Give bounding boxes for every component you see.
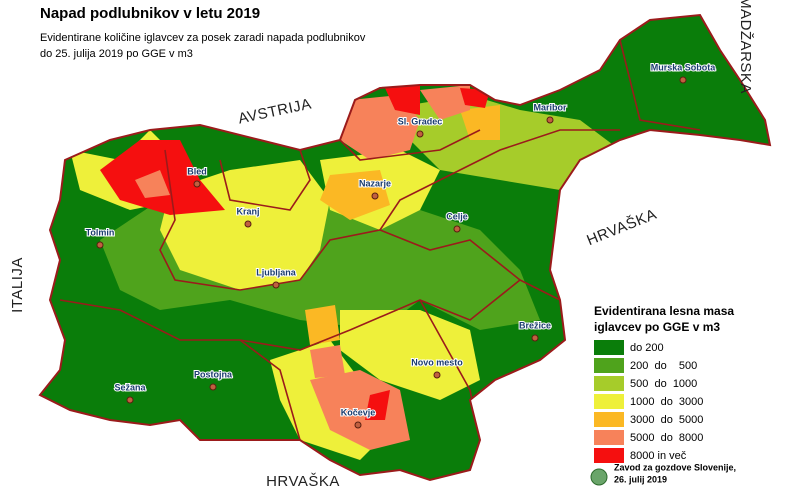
country-label: HRVAŠKA [266,473,340,490]
city-dot [193,180,201,188]
subtitle: do 25. julija 2019 po GGE v m3 [40,48,193,60]
country-label: ITALIJA [9,257,26,313]
country-label: MADŽARSKA [737,0,754,94]
credit: Zavod za gozdove Slovenije, [614,462,736,472]
legend-label: 500 do 1000 [630,378,697,390]
legend-swatch [594,448,624,463]
city-dot [354,421,362,429]
city-dot [126,396,134,404]
legend-label: 3000 do 5000 [630,414,703,426]
city-dot [244,220,252,228]
country-label: AVSTRIJA [237,95,313,127]
credit: 26. julij 2019 [614,474,667,484]
city-label: Sežana [114,382,146,392]
city-dot [453,225,461,233]
city-label: Nazarje [359,178,391,188]
legend-swatch [594,394,624,409]
subtitle: Evidentirane količine iglavcev za posek … [40,32,366,44]
city-dot [272,281,280,289]
city-label: Tolmin [86,227,115,237]
city-label: Kranj [236,206,259,216]
legend-label: do 200 [630,342,664,354]
city-label: Ljubljana [256,267,296,277]
legend-title: iglavcev po GGE v m3 [594,320,720,334]
legend-swatch [594,376,624,391]
legend-label: 5000 do 8000 [630,432,703,444]
city-label: Postojna [194,369,233,379]
legend-label: 8000 in več [630,450,687,462]
legend-swatch [594,412,624,427]
legend-swatch [594,430,624,445]
city-label: Celje [446,211,468,221]
city-dot [679,76,687,84]
city-label: Brežice [519,320,551,330]
legend-label: 1000 do 3000 [630,396,703,408]
city-dot [433,371,441,379]
map-title: Napad podlubnikov v letu 2019 [40,5,260,22]
country-border [38,13,772,482]
country-label: HRVAŠKA [584,206,659,249]
city-dot [416,130,424,138]
city-dot [96,241,104,249]
legend-label: 200 do 500 [630,360,697,372]
city-label: Novo mesto [411,357,463,367]
city-label: Maribor [533,102,567,112]
city-label: Kočevje [341,407,376,417]
city-dot [531,334,539,342]
legend-swatch [594,358,624,373]
city-dot [209,383,217,391]
city-dot [546,116,554,124]
city-label: Murska Sobota [651,62,717,72]
legend-title: Evidentirana lesna masa [594,304,734,318]
city-label: Bled [187,166,207,176]
logo [590,468,608,486]
legend-swatch [594,340,624,355]
city-label: Sl. Gradec [398,116,443,126]
city-dot [371,192,379,200]
